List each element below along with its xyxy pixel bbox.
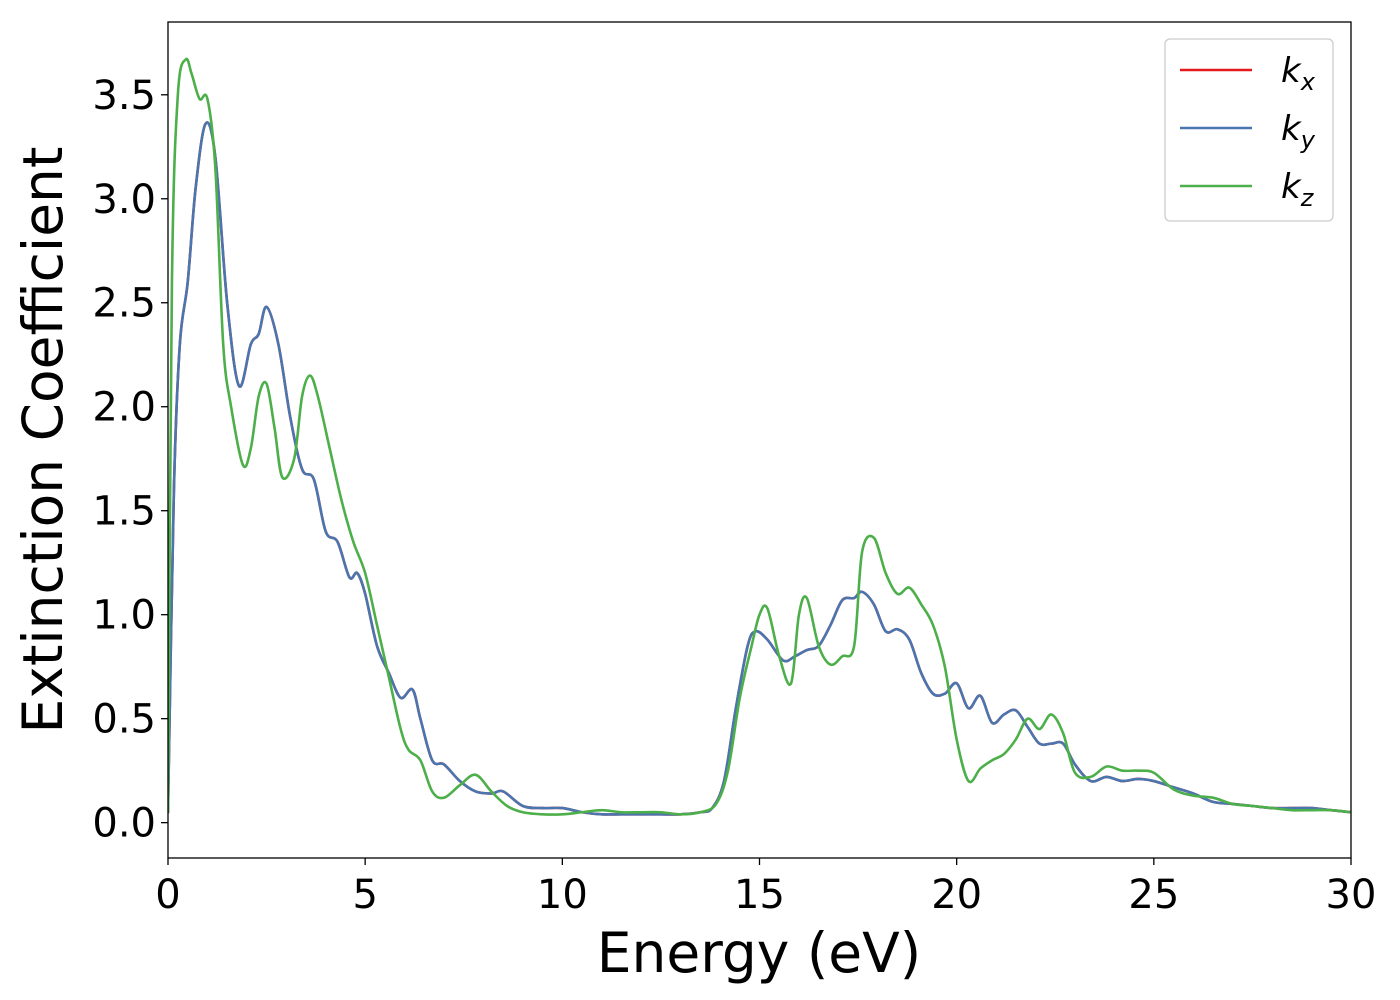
x-tick-label: 25 bbox=[1128, 872, 1179, 918]
y-tick-label: 1.5 bbox=[92, 489, 156, 535]
y-axis-title: Extinction Coefficient bbox=[11, 147, 75, 734]
y-tick-label: 1.0 bbox=[92, 593, 156, 639]
x-axis-title: Energy (eV) bbox=[597, 921, 921, 985]
y-tick-label: 0.5 bbox=[92, 697, 156, 743]
x-tick-label: 10 bbox=[537, 872, 588, 918]
series-line-x bbox=[168, 121, 1351, 816]
x-tick-label: 30 bbox=[1326, 872, 1377, 918]
legend: kx ky kz bbox=[1164, 38, 1334, 222]
x-axis: 0 5 10 15 20 25 30 bbox=[155, 858, 1376, 918]
legend-label-x: kx bbox=[1281, 51, 1316, 96]
x-tick-label: 0 bbox=[155, 872, 180, 918]
x-tick-label: 20 bbox=[931, 872, 982, 918]
legend-label-y: ky bbox=[1281, 109, 1316, 154]
y-tick-label: 2.0 bbox=[92, 385, 156, 431]
y-tick-label: 2.5 bbox=[92, 281, 156, 327]
plot-lines bbox=[168, 57, 1351, 816]
legend-frame bbox=[1164, 38, 1334, 222]
y-axis: 0.0 0.5 1.0 1.5 2.0 2.5 3.0 3.5 bbox=[92, 73, 168, 847]
series-line-y bbox=[168, 121, 1351, 816]
series-line-z bbox=[168, 57, 1351, 816]
legend-label-z: kz bbox=[1281, 167, 1315, 212]
x-tick-label: 5 bbox=[352, 872, 377, 918]
y-tick-label: 0.0 bbox=[92, 801, 156, 847]
y-tick-label: 3.0 bbox=[92, 177, 156, 223]
y-tick-label: 3.5 bbox=[92, 73, 156, 119]
x-tick-label: 15 bbox=[734, 872, 785, 918]
